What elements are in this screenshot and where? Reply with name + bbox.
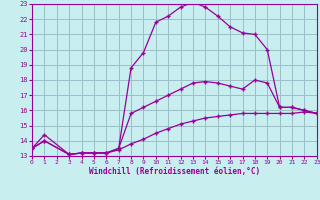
X-axis label: Windchill (Refroidissement éolien,°C): Windchill (Refroidissement éolien,°C) xyxy=(89,167,260,176)
